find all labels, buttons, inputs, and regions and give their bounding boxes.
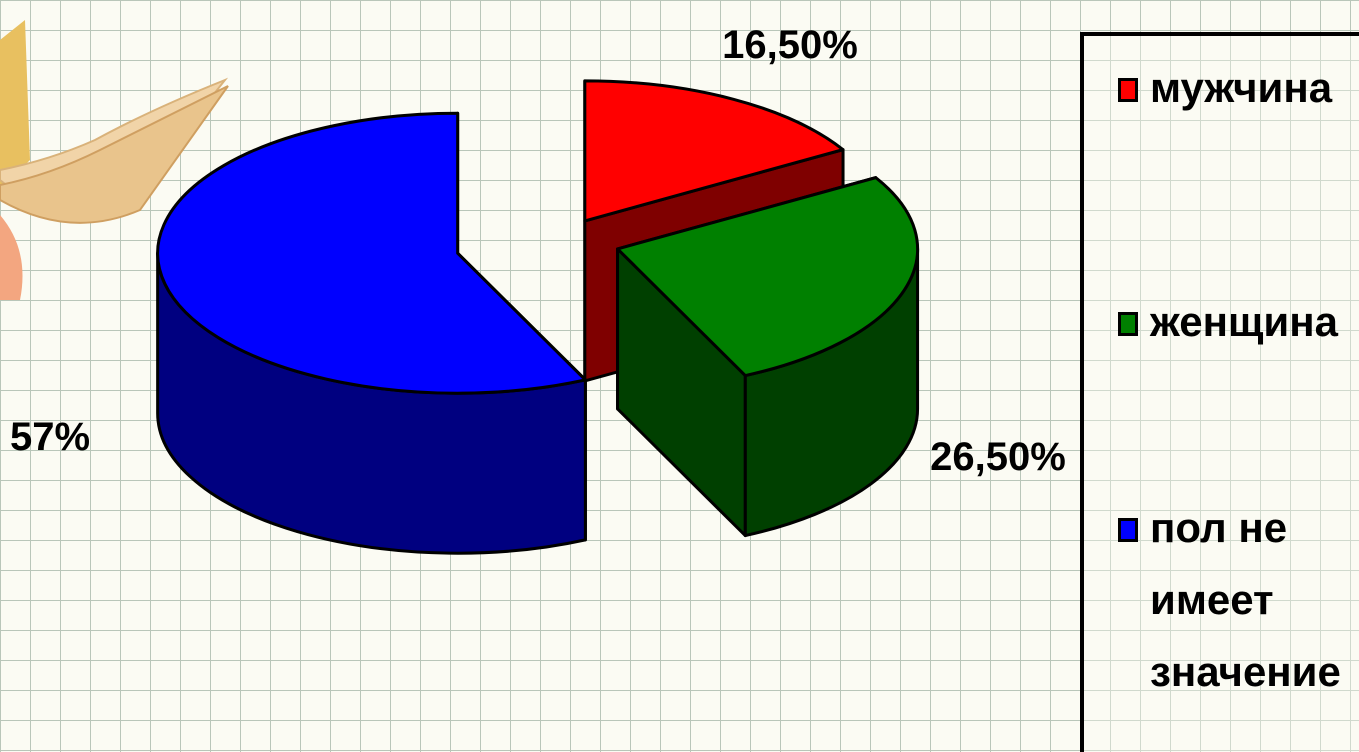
legend-swatch-female (1118, 312, 1138, 336)
pie-slice-male (583, 79, 845, 223)
legend: мужчина женщина пол не имеет значение (1080, 32, 1359, 752)
data-label-any: 57% (10, 415, 90, 459)
legend-item-female: женщина (1118, 298, 1340, 358)
pie-slice-female (616, 176, 920, 378)
data-label-male: 16,50% (722, 23, 858, 67)
book-icon (0, 20, 229, 300)
legend-item-male: мужчина (1118, 64, 1340, 124)
legend-item-any: пол не имеет значение (1118, 504, 1341, 708)
legend-label-any: пол не имеет значение (1150, 504, 1341, 695)
legend-label-female: женщина (1150, 298, 1338, 345)
pie-slice-any (156, 111, 587, 395)
legend-swatch-any (1118, 518, 1138, 542)
data-label-female: 26,50% (930, 435, 1066, 479)
legend-swatch-male (1118, 78, 1138, 102)
pie-chart: 16,50% 26,50% 57% (10, 23, 1066, 555)
legend-label-male: мужчина (1150, 64, 1333, 111)
